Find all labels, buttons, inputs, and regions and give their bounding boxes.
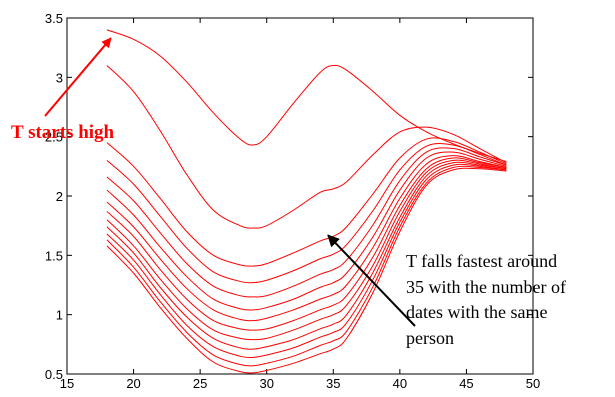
y-tick-label: 0.5: [45, 367, 63, 382]
series-lines: [106, 29, 507, 374]
x-tick-label: 30: [259, 376, 273, 391]
x-tick-label: 25: [193, 376, 207, 391]
series-line-12: [106, 165, 507, 367]
x-tick-label: 50: [526, 376, 540, 391]
series-line-5: [106, 147, 507, 298]
y-tick-label: 2: [56, 189, 63, 204]
x-tick-label: 15: [60, 376, 74, 391]
x-axis-ticks: 15 20 25 30 35 40 45 50: [60, 18, 540, 391]
series-line-7: [106, 155, 507, 322]
y-axis-ticks: 0.5 1 1.5 2 2.5 3 3.5: [45, 11, 533, 382]
x-tick-label: 40: [393, 376, 407, 391]
series-line-1: [106, 29, 507, 163]
y-tick-label: 2.5: [45, 130, 63, 145]
x-tick-label: 35: [326, 376, 340, 391]
series-line-4: [106, 142, 507, 284]
annotation-fastest-line-1: T falls fastest around: [406, 251, 557, 271]
x-tick-label: 20: [126, 376, 140, 391]
plot-area: [66, 17, 534, 375]
series-line-9: [106, 159, 507, 341]
x-tick-label: 45: [459, 376, 473, 391]
annotation-fastest-line-4: person: [406, 328, 454, 348]
series-line-2: [106, 65, 507, 229]
y-tick-label: 1: [56, 308, 63, 323]
series-line-10: [106, 161, 507, 350]
annotation-start-text: T starts high: [11, 122, 115, 143]
annotation-arrow-fastest: [327, 234, 416, 327]
annotation-fastest-line-3: dates with the same: [406, 302, 547, 322]
y-tick-label: 3.5: [45, 11, 63, 26]
series-line-11: [106, 163, 507, 359]
series-line-6: [106, 151, 507, 311]
series-line-3: [106, 137, 507, 267]
annotation-fastest-line-2: 35 with the number of: [406, 277, 566, 297]
series-line-13: [106, 167, 507, 374]
y-tick-label: 1.5: [45, 248, 63, 263]
series-line-8: [106, 157, 507, 331]
annotation-arrow-start: [44, 37, 112, 117]
y-tick-label: 3: [56, 70, 63, 85]
